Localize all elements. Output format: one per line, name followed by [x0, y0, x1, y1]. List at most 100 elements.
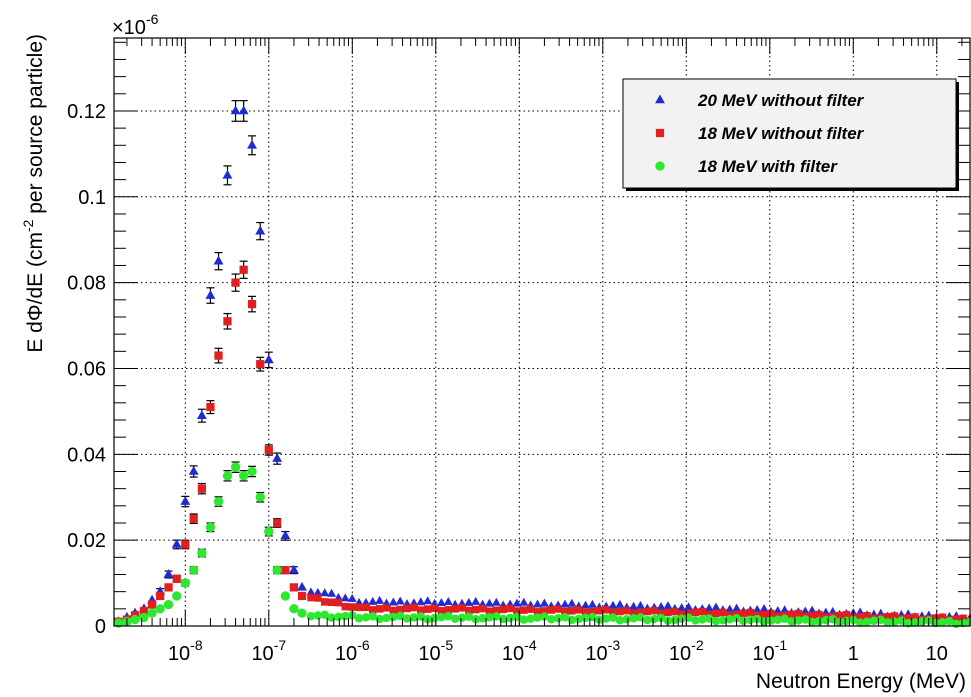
- y-axis-title-exponent: -2: [20, 219, 36, 232]
- data-point: [436, 597, 446, 606]
- data-point: [327, 598, 336, 607]
- data-point: [904, 614, 912, 622]
- data-point: [402, 614, 412, 623]
- x-tick-label: 10-3: [585, 637, 620, 665]
- y-axis-title-phi: Φ: [24, 304, 47, 321]
- data-point: [842, 610, 851, 619]
- series-circle-peak: [113, 461, 307, 628]
- data-point: [671, 607, 679, 616]
- data-point: [264, 526, 274, 537]
- data-point: [273, 518, 282, 528]
- data-point: [808, 611, 816, 620]
- data-point: [911, 613, 919, 621]
- data-point: [609, 608, 617, 617]
- data-point: [815, 610, 823, 619]
- data-point: [139, 612, 149, 623]
- x-tick-label: 10: [926, 643, 948, 665]
- data-point: [256, 360, 265, 369]
- data-point: [773, 606, 783, 615]
- data-point: [156, 591, 165, 601]
- tail-markers: [306, 587, 971, 629]
- data-point: [746, 615, 755, 625]
- data-point: [471, 596, 481, 605]
- data-point: [512, 598, 522, 607]
- data-point: [457, 613, 467, 622]
- data-point: [869, 616, 879, 626]
- data-point: [636, 608, 645, 617]
- data-point: [629, 609, 638, 618]
- data-point: [499, 605, 507, 614]
- legend-marker-triangle: [655, 94, 665, 104]
- data-point: [711, 602, 721, 611]
- data-point: [437, 612, 446, 622]
- data-point: [113, 618, 124, 628]
- data-point: [691, 616, 700, 625]
- data-point: [464, 597, 474, 606]
- data-point: [643, 607, 652, 616]
- x-tick-label: 10-5: [418, 637, 453, 665]
- data-point: [560, 613, 570, 622]
- data-point: [670, 615, 680, 624]
- data-point: [760, 610, 768, 619]
- data-point: [519, 615, 529, 624]
- data-point: [281, 566, 290, 575]
- data-point: [306, 587, 316, 596]
- data-point: [340, 593, 350, 602]
- data-point: [238, 105, 249, 115]
- data-point: [230, 105, 241, 115]
- data-point: [787, 610, 796, 619]
- data-point: [180, 578, 190, 588]
- data-point: [223, 317, 232, 326]
- data-point: [272, 565, 282, 575]
- data-point: [910, 618, 920, 627]
- data-point: [478, 614, 487, 623]
- plot-frame: [113, 37, 971, 627]
- data-point: [622, 615, 632, 624]
- data-point: [698, 607, 707, 616]
- data-point: [214, 351, 223, 360]
- data-point: [588, 607, 597, 616]
- data-point: [862, 617, 872, 627]
- data-point: [313, 587, 323, 596]
- data-point: [883, 613, 892, 621]
- data-point: [478, 604, 487, 613]
- data-point: [938, 613, 947, 622]
- data-point: [451, 605, 459, 613]
- data-point: [213, 255, 224, 265]
- data-point: [247, 139, 257, 149]
- data-point: [375, 595, 385, 604]
- data-point: [238, 471, 249, 481]
- data-point: [263, 354, 274, 364]
- data-point: [732, 603, 742, 612]
- data-point: [465, 606, 473, 615]
- data-point: [320, 598, 329, 606]
- x-tick-label-exponent: -8: [190, 637, 203, 653]
- tick-labels: 10-8 10-7 10-6 10-5 10-4 10-3 10-2 10-1 1 1000.02…: [67, 101, 948, 665]
- data-point: [247, 466, 257, 477]
- data-point: [629, 614, 638, 623]
- data-point: [931, 614, 940, 622]
- data-point: [725, 604, 735, 613]
- data-point: [533, 599, 543, 608]
- data-point: [752, 604, 762, 613]
- data-point: [172, 574, 181, 583]
- x-tick-label-base: 10: [335, 643, 357, 665]
- data-point: [526, 614, 535, 623]
- x-tick-label: 10-1: [752, 637, 787, 665]
- data-point: [382, 604, 391, 612]
- data-point: [719, 608, 727, 617]
- data-point: [959, 614, 967, 623]
- x-tick-label: 10-4: [502, 637, 537, 665]
- data-point: [657, 609, 665, 618]
- data-point: [684, 602, 694, 611]
- legend-marker-circle: [655, 161, 665, 171]
- data-point: [931, 618, 940, 628]
- data-point: [180, 496, 191, 505]
- data-point: [539, 598, 549, 607]
- data-point: [554, 605, 562, 613]
- data-point: [587, 599, 597, 608]
- y-multiplier-exponent: -6: [146, 11, 159, 27]
- data-point: [491, 597, 501, 606]
- y-axis-title-part-3: per source particle): [24, 34, 47, 220]
- data-point: [842, 616, 851, 626]
